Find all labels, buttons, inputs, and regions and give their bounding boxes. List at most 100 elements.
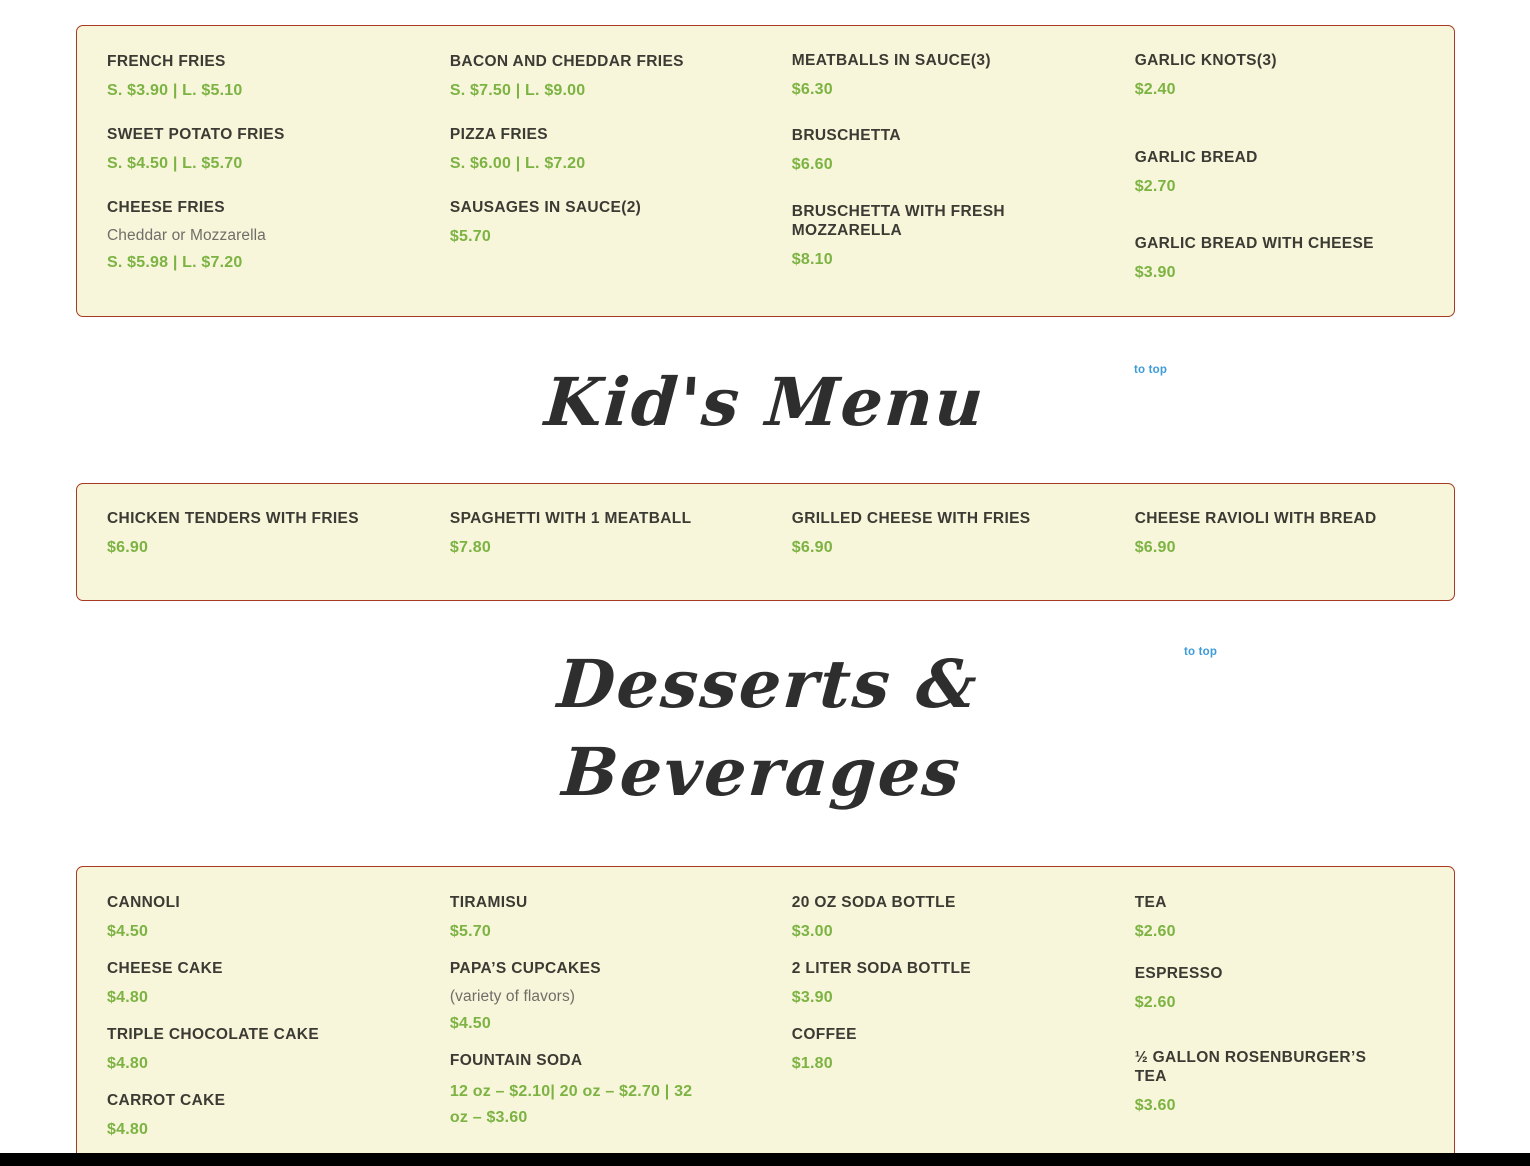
- menu-item-price: $2.60: [1134, 994, 1176, 1011]
- menu-column: BACON AND CHEDDAR FRIES S. $7.50 | L. $9…: [450, 42, 792, 271]
- menu-item-title: SPAGHETTI WITH 1 MEATBALL: [449, 510, 692, 527]
- menu-column: CHICKEN TENDERS WITH FRIES $6.90: [107, 500, 450, 582]
- menu-item-price: $3.00: [791, 923, 833, 940]
- viewport-bottom-bar: [0, 1153, 1530, 1166]
- menu-item: CHEESE CAKE $4.80: [107, 959, 450, 1008]
- menu-item-title: CHEESE RAVIOLI WITH BREAD: [1134, 510, 1377, 527]
- menu-item: FRENCH FRIES S. $3.90 | L. $5.10: [107, 52, 450, 101]
- menu-item: SWEET POTATO FRIES S. $4.50 | L. $5.70: [107, 125, 450, 174]
- menu-card-appetizers: FRENCH FRIES S. $3.90 | L. $5.10 SWEET P…: [76, 25, 1455, 317]
- menu-item-title: GARLIC KNOTS(3): [1134, 52, 1277, 69]
- menu-item-title: 20 OZ SODA BOTTLE: [791, 894, 956, 911]
- menu-item: BACON AND CHEDDAR FRIES S. $7.50 | L. $9…: [450, 52, 792, 101]
- menu-item-price: $4.50: [449, 1015, 491, 1032]
- menu-item: MEATBALLS IN SAUCE(3) $6.30: [792, 51, 1135, 100]
- menu-item-price: $6.90: [107, 539, 149, 556]
- menu-item-title: CARROT CAKE: [107, 1092, 226, 1109]
- menu-item-price: $3.90: [1134, 264, 1176, 281]
- menu-item: BRUSCHETTA $6.60: [792, 126, 1135, 175]
- menu-column: 20 OZ SODA BOTTLE $3.00 2 LITER SODA BOT…: [792, 883, 1135, 1098]
- menu-column: GARLIC KNOTS(3) $2.40 GARLIC BREAD $2.70…: [1135, 42, 1432, 307]
- menu-item-title: ½ GALLON ROSENBURGER’S TEA: [1134, 1049, 1367, 1085]
- menu-item-price: $2.40: [1134, 81, 1176, 98]
- menu-item-title: FRENCH FRIES: [107, 53, 226, 70]
- menu-item-title: BRUSCHETTA WITH FRESH MOZZARELLA: [791, 203, 1005, 239]
- menu-column: TEA $2.60 ESPRESSO $2.60 ½ GALLON ROSENB…: [1135, 883, 1432, 1140]
- menu-item: TEA $2.60: [1135, 893, 1432, 942]
- menu-item-price: $6.90: [1134, 539, 1176, 556]
- menu-item-price: $3.90: [791, 989, 833, 1006]
- menu-item-price: $6.90: [791, 539, 833, 556]
- menu-item-title: CANNOLI: [107, 894, 181, 911]
- menu-item-price: S. $7.50 | L. $9.00: [449, 82, 586, 99]
- menu-item-price: $4.50: [107, 923, 149, 940]
- menu-item-title: SAUSAGES IN SAUCE(2): [449, 199, 642, 216]
- menu-item-price: $8.10: [791, 251, 833, 268]
- menu-item: CHICKEN TENDERS WITH FRIES $6.90: [107, 509, 450, 558]
- menu-item-title: GARLIC BREAD WITH CHEESE: [1134, 235, 1374, 252]
- to-top-link[interactable]: to top: [1184, 646, 1218, 658]
- section-heading-desserts-beverages: Desserts & Beverages: [0, 640, 1530, 816]
- menu-item-price: $1.80: [791, 1055, 833, 1072]
- menu-item: ½ GALLON ROSENBURGER’S TEA $3.60: [1135, 1048, 1432, 1116]
- menu-column: SPAGHETTI WITH 1 MEATBALL $7.80: [450, 500, 792, 582]
- menu-item-title: ESPRESSO: [1134, 965, 1223, 982]
- to-top-link[interactable]: to top: [1134, 364, 1168, 376]
- menu-item-title: GRILLED CHEESE WITH FRIES: [791, 510, 1031, 527]
- menu-item: SAUSAGES IN SAUCE(2) $5.70: [450, 198, 792, 247]
- menu-column: CANNOLI $4.50 CHEESE CAKE $4.80 TRIPLE C…: [107, 883, 450, 1164]
- menu-item: TIRAMISU $5.70: [450, 893, 792, 942]
- menu-item: PIZZA FRIES S. $6.00 | L. $7.20: [450, 125, 792, 174]
- menu-item: COFFEE $1.80: [792, 1025, 1135, 1074]
- menu-item-title: CHEESE FRIES: [107, 199, 225, 216]
- menu-item: GARLIC BREAD WITH CHEESE $3.90: [1135, 234, 1432, 283]
- menu-item-price: S. $4.50 | L. $5.70: [107, 155, 243, 172]
- menu-item-title: BACON AND CHEDDAR FRIES: [449, 53, 684, 70]
- menu-item-price: $2.60: [1134, 923, 1176, 940]
- menu-item-price: 12 oz – $2.10| 20 oz – $2.70 | 32 oz – $…: [449, 1083, 693, 1126]
- menu-item-title: TEA: [1134, 894, 1167, 911]
- menu-item-title: FOUNTAIN SODA: [449, 1052, 583, 1069]
- menu-item: PAPA’S CUPCAKES (variety of flavors) $4.…: [450, 959, 792, 1034]
- menu-item-title: BRUSCHETTA: [791, 127, 901, 144]
- menu-item-price: $5.70: [449, 228, 491, 245]
- section-title: Kid's Menu: [542, 363, 988, 441]
- menu-item: FOUNTAIN SODA 12 oz – $2.10| 20 oz – $2.…: [450, 1051, 792, 1131]
- menu-item: SPAGHETTI WITH 1 MEATBALL $7.80: [450, 509, 792, 558]
- menu-item: CHEESE FRIES Cheddar or Mozzarella S. $5…: [107, 198, 450, 273]
- menu-item-price: $4.80: [107, 989, 149, 1006]
- menu-item-title: GARLIC BREAD: [1134, 149, 1258, 166]
- menu-item: BRUSCHETTA WITH FRESH MOZZARELLA $8.10: [792, 202, 1135, 270]
- menu-item: GARLIC BREAD $2.70: [1135, 148, 1432, 197]
- menu-item-title: PAPA’S CUPCAKES: [449, 960, 601, 977]
- menu-item-price: S. $3.90 | L. $5.10: [107, 82, 243, 99]
- menu-item: GRILLED CHEESE WITH FRIES $6.90: [792, 509, 1135, 558]
- menu-item-price: $4.80: [107, 1121, 149, 1138]
- menu-card-kids: CHICKEN TENDERS WITH FRIES $6.90 SPAGHET…: [76, 483, 1455, 601]
- menu-item-title: PIZZA FRIES: [449, 126, 548, 143]
- menu-item: ESPRESSO $2.60: [1135, 964, 1432, 1013]
- menu-item: GARLIC KNOTS(3) $2.40: [1135, 51, 1432, 100]
- menu-item-description: (variety of flavors): [449, 988, 576, 1005]
- menu-item: CHEESE RAVIOLI WITH BREAD $6.90: [1135, 509, 1432, 558]
- menu-item: CANNOLI $4.50: [107, 893, 450, 942]
- menu-item-title: COFFEE: [791, 1026, 857, 1043]
- menu-item: 20 OZ SODA BOTTLE $3.00: [792, 893, 1135, 942]
- menu-item-price: $2.70: [1134, 178, 1176, 195]
- menu-item: 2 LITER SODA BOTTLE $3.90: [792, 959, 1135, 1008]
- menu-item-description: Cheddar or Mozzarella: [107, 227, 266, 244]
- menu-column: TIRAMISU $5.70 PAPA’S CUPCAKES (variety …: [450, 883, 792, 1151]
- menu-column: FRENCH FRIES S. $3.90 | L. $5.10 SWEET P…: [107, 42, 450, 297]
- menu-column: GRILLED CHEESE WITH FRIES $6.90: [792, 500, 1135, 582]
- menu-column: MEATBALLS IN SAUCE(3) $6.30 BRUSCHETTA $…: [792, 42, 1135, 294]
- menu-card-desserts: CANNOLI $4.50 CHEESE CAKE $4.80 TRIPLE C…: [76, 866, 1455, 1166]
- menu-item-title: CHEESE CAKE: [107, 960, 223, 977]
- menu-item-title: TIRAMISU: [449, 894, 528, 911]
- menu-item-price: $4.80: [107, 1055, 149, 1072]
- menu-item-title: 2 LITER SODA BOTTLE: [791, 960, 971, 977]
- menu-item-price: $6.30: [791, 81, 833, 98]
- menu-item-price: S. $6.00 | L. $7.20: [449, 155, 586, 172]
- menu-item-title: TRIPLE CHOCOLATE CAKE: [107, 1026, 320, 1043]
- menu-item-title: SWEET POTATO FRIES: [107, 126, 285, 143]
